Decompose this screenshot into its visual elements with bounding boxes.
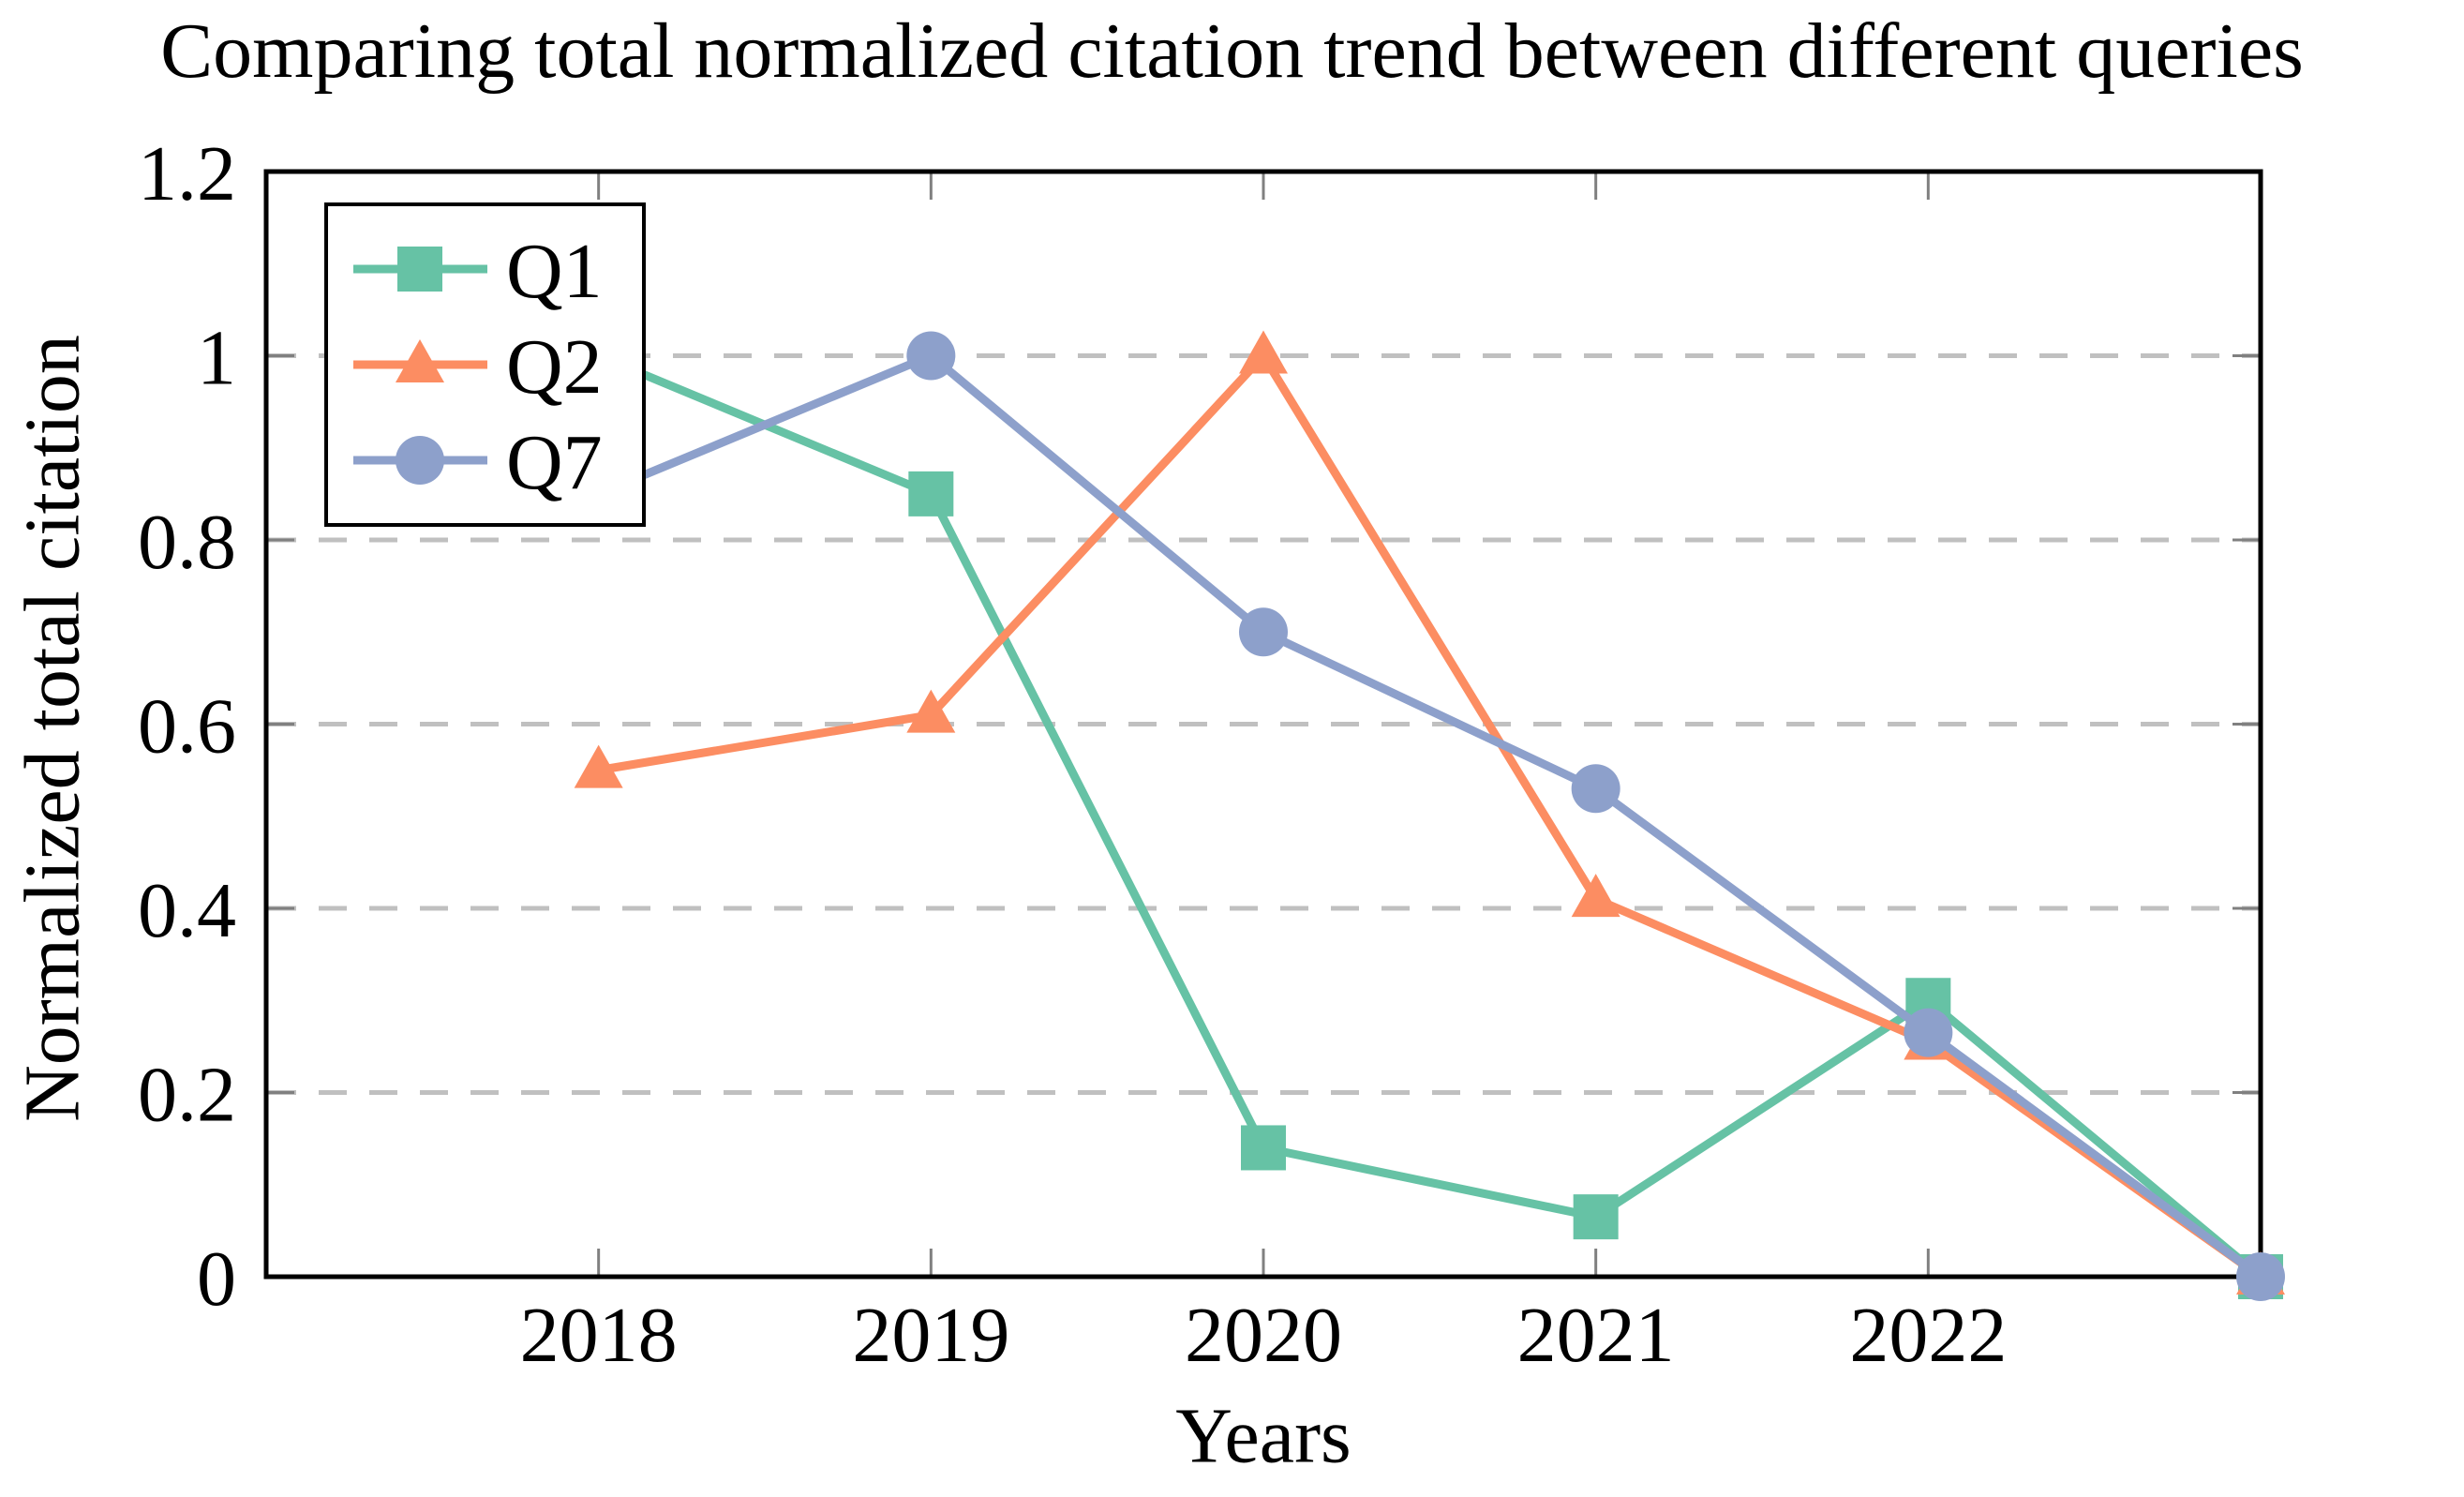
x-tick-label: 2018 <box>520 1292 678 1379</box>
plot-border <box>263 169 2263 1280</box>
series-line-Q1 <box>596 352 2263 1280</box>
chart-title: Comparing total normalized citation tren… <box>160 7 2304 95</box>
series-line-Q7 <box>596 352 2263 1280</box>
x-axis-title: Years <box>1175 1392 1351 1480</box>
series-marker-Q1 <box>1241 1125 1286 1171</box>
legend-entry: Q2 <box>353 323 603 411</box>
y-tick-label: 0.8 <box>138 499 236 586</box>
series-marker-Q1 <box>908 471 954 516</box>
y-tick-label: 0.2 <box>138 1052 236 1139</box>
series-marker-Q7 <box>2236 1252 2285 1301</box>
legend-marker-Q2 <box>396 339 444 382</box>
x-tick-label: 2021 <box>1517 1292 1675 1379</box>
legend-entry: Q1 <box>353 228 603 315</box>
y-tick-label: 1.2 <box>138 130 236 217</box>
series-marker-Q7 <box>1571 764 1620 814</box>
y-tick-label: 1 <box>197 315 236 402</box>
legend-marker-Q7 <box>396 436 444 485</box>
series-marker-Q7 <box>1904 1008 1953 1057</box>
series-marker-Q7 <box>1239 607 1288 657</box>
series-marker-Q2 <box>1239 330 1288 374</box>
y-tick-label: 0 <box>197 1235 236 1323</box>
series-marker-Q2 <box>574 744 623 788</box>
series-marker-Q1 <box>1573 1194 1619 1240</box>
series-marker-Q7 <box>906 331 956 381</box>
series-marker-Q2 <box>906 689 956 733</box>
series-marker-Q2 <box>1571 874 1620 918</box>
y-tick-label: 0.6 <box>138 683 236 771</box>
series-line-Q2 <box>597 352 2263 1280</box>
legend-label: Q7 <box>506 419 603 506</box>
legend-entry: Q7 <box>353 419 603 506</box>
x-tick-label: 2020 <box>1185 1292 1342 1379</box>
legend-label: Q2 <box>506 323 603 411</box>
legend-label: Q1 <box>506 228 603 315</box>
legend-marker-Q1 <box>397 247 442 292</box>
x-tick-label: 2022 <box>1849 1292 2007 1379</box>
y-tick-label: 0.4 <box>138 867 236 954</box>
x-tick-label: 2019 <box>852 1292 1009 1379</box>
